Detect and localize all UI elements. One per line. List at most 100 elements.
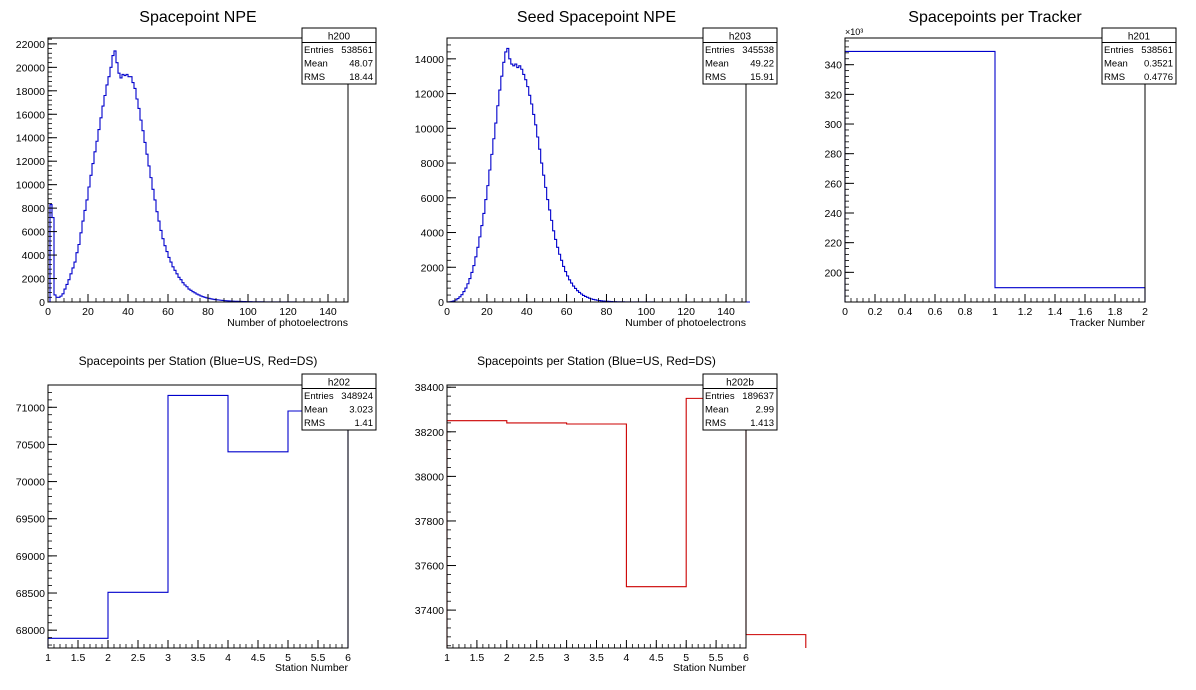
stats-key: Entries bbox=[705, 45, 735, 56]
x-tick-label: 1 bbox=[444, 652, 450, 664]
x-tick-label: 0.2 bbox=[868, 306, 883, 318]
stats-box-frame bbox=[301, 27, 377, 85]
stats-value: 0.3521 bbox=[1144, 59, 1173, 70]
chart-title: Seed Spacepoint NPE bbox=[517, 9, 676, 26]
y-tick-label: 16000 bbox=[16, 109, 45, 121]
x-tick-label: 4 bbox=[225, 652, 231, 664]
stats-key: Mean bbox=[304, 405, 328, 416]
x-tick-label: 100 bbox=[638, 306, 656, 318]
y-tick-label: 38000 bbox=[415, 471, 444, 483]
stats-value: 1.413 bbox=[750, 418, 774, 429]
x-tick-label: 60 bbox=[162, 306, 174, 318]
stats-key: Entries bbox=[1104, 45, 1134, 56]
stats-value: 3.023 bbox=[349, 405, 373, 416]
stats-name: h203 bbox=[729, 32, 752, 43]
stats-box: h200 Entries 538561 Mean 48.07 RMS 18.44 bbox=[301, 27, 377, 85]
x-tick-label: 0 bbox=[45, 306, 51, 318]
x-axis-label: Number of photoelectrons bbox=[625, 317, 746, 329]
y-tick-label: 37800 bbox=[415, 516, 444, 528]
y-tick-label: 2000 bbox=[421, 262, 445, 274]
stats-key: Entries bbox=[705, 391, 735, 402]
x-tick-label: 5.5 bbox=[311, 652, 326, 664]
y-tick-label: 12000 bbox=[415, 89, 444, 101]
y-tick-label: 70000 bbox=[16, 477, 45, 489]
x-tick-label: 1.5 bbox=[470, 652, 485, 664]
y-tick-label: 320 bbox=[824, 89, 842, 101]
y-tick-label: 71000 bbox=[16, 402, 45, 414]
y-tick-label: 68000 bbox=[16, 625, 45, 637]
plot-frame bbox=[446, 37, 747, 303]
x-tick-label: 3.5 bbox=[589, 652, 604, 664]
stats-key: Mean bbox=[1104, 59, 1128, 70]
x-tick-label: 4.5 bbox=[649, 652, 664, 664]
stats-key: RMS bbox=[304, 418, 325, 429]
stats-name: h202b bbox=[726, 378, 754, 389]
y-tick-label: 12000 bbox=[16, 156, 45, 168]
x-tick-label: 60 bbox=[561, 306, 573, 318]
stats-name: h202 bbox=[328, 378, 351, 389]
y-tick-label: 6000 bbox=[22, 227, 46, 239]
y-tick-label: 220 bbox=[824, 238, 842, 250]
y-tick-label: 8000 bbox=[22, 203, 46, 215]
stats-key: Entries bbox=[304, 391, 334, 402]
x-axis-label: Station Number bbox=[275, 662, 348, 674]
x-tick-label: 1.6 bbox=[1078, 306, 1093, 318]
y-tick-label: 4000 bbox=[22, 250, 46, 262]
x-tick-label: 4.5 bbox=[251, 652, 266, 664]
x-axis-label: Station Number bbox=[673, 662, 746, 674]
x-tick-label: 0.6 bbox=[928, 306, 943, 318]
stats-key: RMS bbox=[304, 72, 325, 83]
stats-name: h201 bbox=[1128, 32, 1151, 43]
y-tick-label: 37600 bbox=[415, 561, 444, 573]
stats-value: 49.22 bbox=[750, 59, 774, 70]
x-tick-label: 2 bbox=[1142, 306, 1148, 318]
x-tick-label: 40 bbox=[521, 306, 533, 318]
chart-title: Spacepoints per Tracker bbox=[908, 9, 1082, 26]
y-tick-label: 70500 bbox=[16, 439, 45, 451]
y-tick-label: 10000 bbox=[415, 123, 444, 135]
stats-key: RMS bbox=[705, 418, 726, 429]
y-tick-label: 4000 bbox=[421, 228, 445, 240]
x-tick-label: 1.5 bbox=[71, 652, 86, 664]
stats-key: Entries bbox=[304, 45, 334, 56]
stats-key: Mean bbox=[304, 59, 328, 70]
y-tick-label: 260 bbox=[824, 178, 842, 190]
x-tick-label: 5 bbox=[285, 652, 291, 664]
x-tick-label: 1 bbox=[992, 306, 998, 318]
stats-name: h200 bbox=[328, 32, 351, 43]
stats-box: h202 Entries 348924 Mean 3.023 RMS 1.41 bbox=[301, 373, 377, 431]
x-tick-label: 3.5 bbox=[191, 652, 206, 664]
histogram-line bbox=[447, 47, 750, 303]
x-tick-label: 40 bbox=[122, 306, 134, 318]
chart-panel-2: Seed Spacepoint NPE 0 20 40 60 80 100 120 140 0 20… bbox=[415, 9, 778, 329]
stats-box-frame bbox=[702, 373, 778, 431]
histogram-line bbox=[446, 397, 807, 648]
x-tick-label: 3 bbox=[564, 652, 570, 664]
x-tick-label: 4 bbox=[623, 652, 629, 664]
chart-panel-5: Spacepoints per Station (Blue=US, Red=DS… bbox=[415, 354, 807, 674]
x-tick-label: 1 bbox=[45, 652, 51, 664]
y-tick-label: 20000 bbox=[16, 62, 45, 74]
x-tick-label: 6 bbox=[743, 652, 749, 664]
x-tick-label: 80 bbox=[601, 306, 613, 318]
x-axis-label: Tracker Number bbox=[1070, 317, 1146, 329]
x-tick-label: 140 bbox=[717, 306, 735, 318]
stats-value: 1.41 bbox=[355, 418, 374, 429]
stats-value: 538561 bbox=[341, 45, 373, 56]
chart-panel-4: Spacepoints per Station (Blue=US, Red=DS… bbox=[16, 354, 377, 674]
x-axis-label: Number of photoelectrons bbox=[227, 317, 348, 329]
y-tick-label: 0 bbox=[438, 297, 444, 309]
stats-key: RMS bbox=[705, 72, 726, 83]
stats-value: 15.91 bbox=[750, 72, 774, 83]
stats-box-frame bbox=[702, 27, 778, 85]
x-tick-label: 5 bbox=[683, 652, 689, 664]
x-tick-label: 3 bbox=[165, 652, 171, 664]
y-tick-label: 37400 bbox=[415, 605, 444, 617]
y-tick-label: 2000 bbox=[22, 274, 46, 286]
stats-box: h202b Entries 189637 Mean 2.99 RMS 1.413 bbox=[702, 373, 778, 431]
x-tick-label: 140 bbox=[319, 306, 337, 318]
stats-value: 0.4776 bbox=[1144, 72, 1173, 83]
x-tick-label: 0.4 bbox=[898, 306, 913, 318]
x-tick-label: 1.8 bbox=[1108, 306, 1123, 318]
